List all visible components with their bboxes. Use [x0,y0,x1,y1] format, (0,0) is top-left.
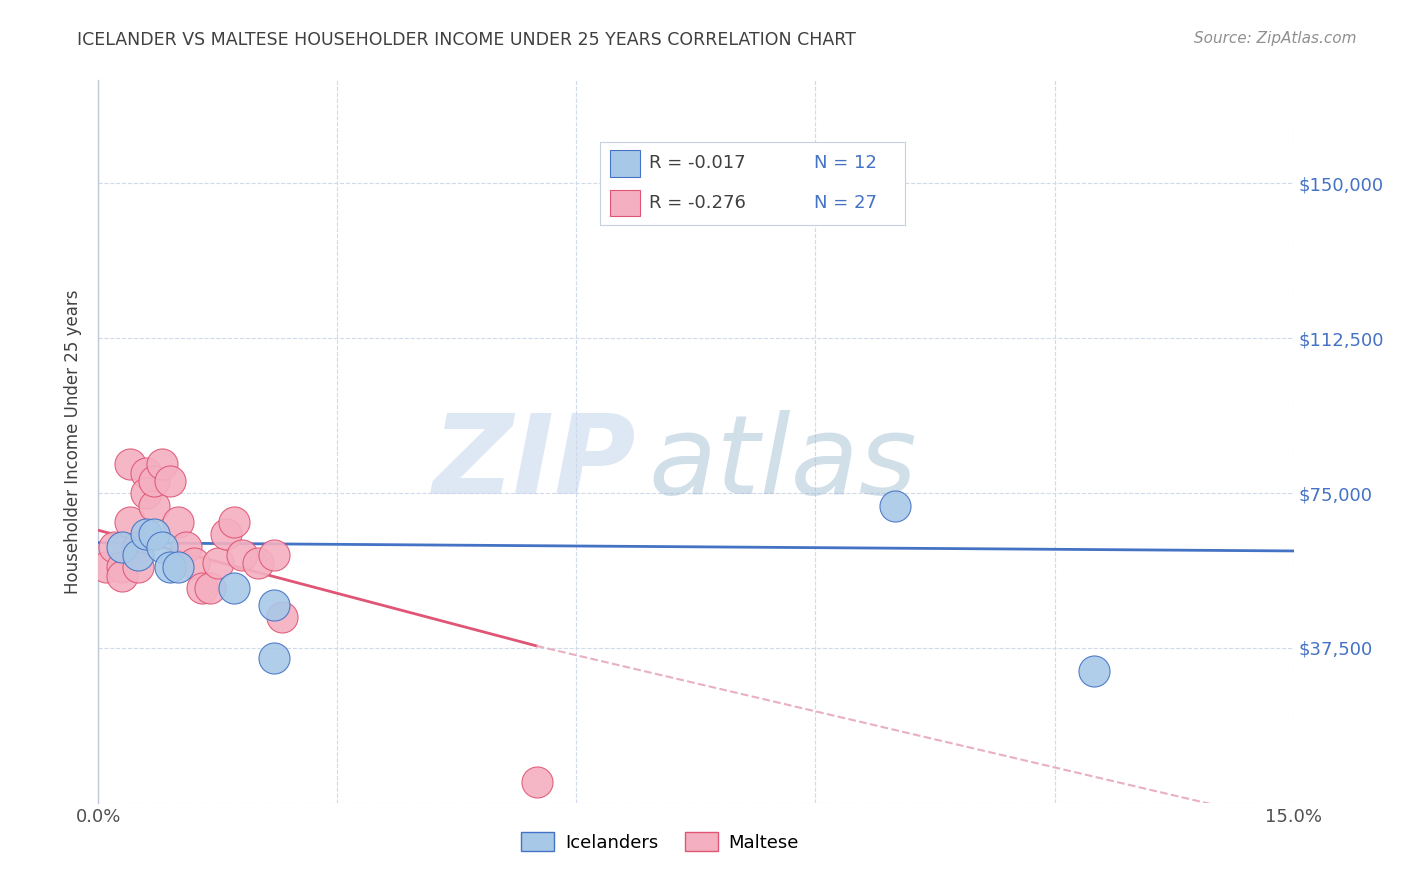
Y-axis label: Householder Income Under 25 years: Householder Income Under 25 years [65,289,83,594]
Point [159,560,181,574]
Point [127,560,149,574]
Point [120,457,142,471]
Point [103,540,125,554]
Point [263,651,285,665]
Point [270,610,292,624]
Point [222,515,245,529]
Point [183,557,205,571]
Text: ICELANDER VS MALTESE HOUSEHOLDER INCOME UNDER 25 YEARS CORRELATION CHART: ICELANDER VS MALTESE HOUSEHOLDER INCOME … [77,31,856,49]
Point [96,560,118,574]
Point [111,540,134,554]
Point [135,486,157,500]
Point [143,527,166,541]
Point [231,548,253,562]
Text: ZIP: ZIP [433,409,637,516]
Point [135,466,157,480]
Point [143,499,166,513]
Point [1083,664,1105,678]
Point [263,548,285,562]
Point [150,457,173,471]
Point [207,557,229,571]
Point [143,474,166,488]
Point [526,775,548,789]
Text: Source: ZipAtlas.com: Source: ZipAtlas.com [1194,31,1357,46]
Point [222,581,245,595]
Text: atlas: atlas [648,409,917,516]
Point [111,568,134,582]
Point [884,499,907,513]
Point [127,548,149,562]
Point [198,581,221,595]
Point [120,515,142,529]
Point [127,540,149,554]
Point [167,515,190,529]
Point [215,527,238,541]
Point [263,598,285,612]
Point [246,557,269,571]
Point [167,560,190,574]
Point [150,540,173,554]
Point [191,581,214,595]
Point [159,474,181,488]
Point [174,540,197,554]
Point [135,527,157,541]
Legend: Icelanders, Maltese: Icelanders, Maltese [515,825,806,859]
Point [111,560,134,574]
